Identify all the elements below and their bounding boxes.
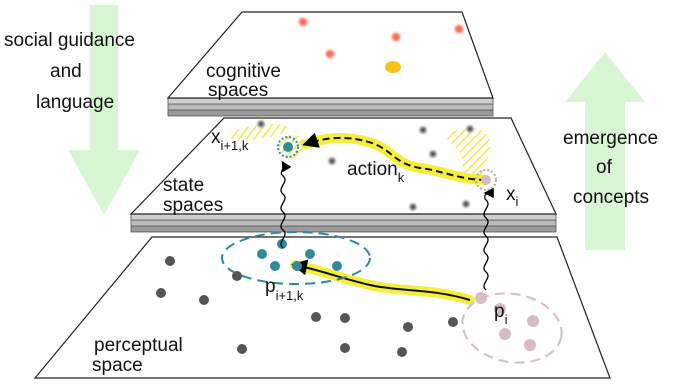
right-label-line2: of [596,157,613,178]
up-arrow-emergence [565,52,645,250]
state-label-line2: spaces [163,195,223,216]
down-arrow-social-guidance [68,5,140,215]
perceptual-path [290,259,475,305]
x-next-label: xi+1,k [211,127,249,153]
up-arrow-shape [565,52,645,250]
left-arrow-labels: social guidance and language [4,30,135,113]
left-label-line2: and [50,61,82,82]
state-label-line1: state [163,175,204,196]
action-label: actionk [347,159,405,185]
wavy-arrow-left [280,160,292,249]
perceptual-label-line1: perceptual [94,335,183,356]
x-i-node [475,169,497,191]
x-i-label: xi [506,184,519,209]
cognitive-label-line2: spaces [208,80,268,101]
plane-labels: cognitive spaces state spaces perceptual… [92,61,281,376]
right-arrow-labels: emergence of concepts [563,128,658,208]
left-label-line1: social guidance [4,30,135,51]
action-path [301,132,491,185]
cognitive-dots [296,15,466,73]
state-hatch-regions [228,123,491,185]
perceptual-dots [156,256,458,357]
p-i-label: pi [494,301,508,327]
p-next-label: pi+1,k [265,276,304,303]
mapping-arrows [280,160,494,291]
left-label-line3: language [36,92,114,113]
down-arrow-shape [68,5,140,215]
perceptual-plane [33,236,611,379]
right-label-line3: concepts [573,187,649,208]
teal-cluster [221,231,371,285]
gold-concept-dot [385,61,401,73]
cognitive-label-line1: cognitive [206,61,281,82]
x-next-node [277,136,299,158]
right-label-line1: emergence [563,128,658,149]
state-dots [255,118,476,213]
perceptual-label-line2: space [92,355,143,376]
wavy-arrow-right [483,187,494,291]
pink-cluster [461,292,563,364]
node-labels: xi+1,k actionk xi pi+1,k pi [211,127,519,327]
